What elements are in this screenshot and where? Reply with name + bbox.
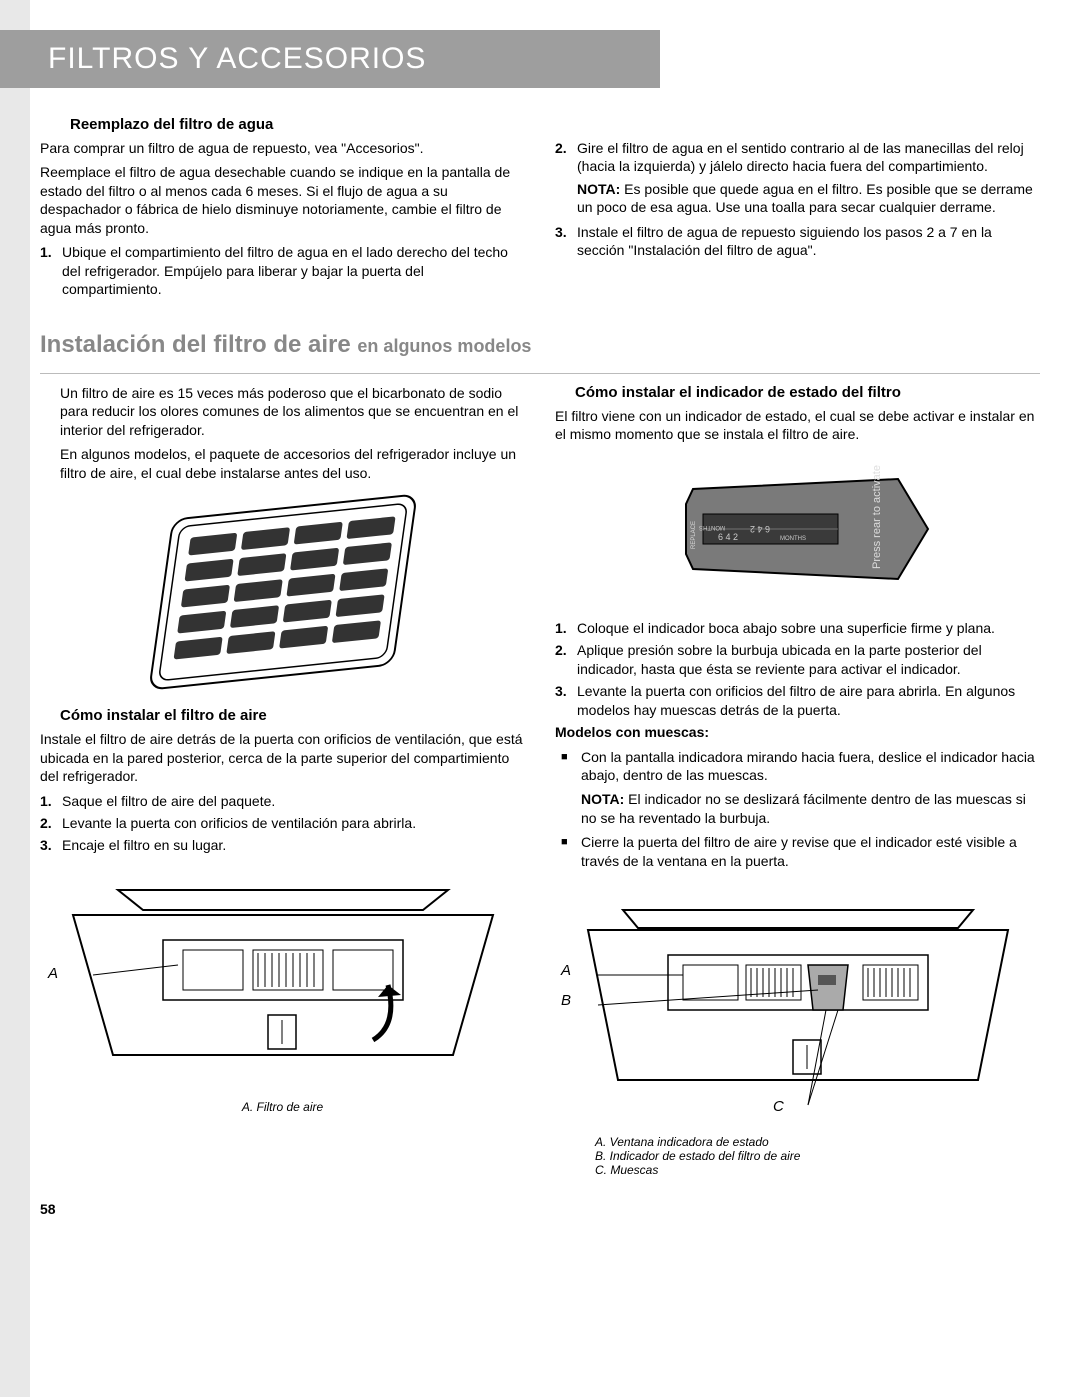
s1-left-p1: Para comprar un filtro de agua de repues… (40, 139, 525, 157)
section-1-right-col: Gire el filtro de agua en el sentido con… (555, 139, 1040, 303)
air-filter-cartridge-icon (143, 492, 423, 692)
section-2-right-col: Cómo instalar el indicador de estado del… (555, 384, 1040, 1178)
status-indicator-figure: 6 4 2 MONTHS 6 4 2 MONTHS REPLACE Press … (555, 454, 1040, 609)
fig2-label-a: A (48, 965, 58, 982)
s2-sub1-list: Saque el filtro de aire del paquete. Lev… (40, 792, 525, 855)
air-filter-install-figure: A (40, 865, 525, 1090)
fig2-caption: A. Filtro de aire (40, 1100, 525, 1114)
s2-sub2-p1: El filtro viene con un indicador de esta… (555, 407, 1040, 444)
page-number: 58 (40, 1201, 1040, 1217)
status-window-figure: A B C (555, 880, 1040, 1125)
s1-step-2: Gire el filtro de agua en el sentido con… (555, 139, 1040, 176)
svg-text:MONTHS: MONTHS (699, 524, 725, 530)
s2-sub2-title: Cómo instalar el indicador de estado del… (575, 384, 1040, 401)
s1-right-list: Gire el filtro de agua en el sentido con… (555, 139, 1040, 176)
status-window-drawing (568, 880, 1028, 1120)
s2-bullet-2: Cierre la puerta del filtro de aire y re… (555, 833, 1040, 870)
svg-text:REPLACE: REPLACE (691, 521, 697, 549)
models-muescas-label: Modelos con muescas: (555, 723, 1040, 741)
page-title-banner: FILTROS Y ACCESORIOS (0, 30, 660, 88)
s2-sub2-list: Coloque el indicador boca abajo sobre un… (555, 619, 1040, 719)
s1-nota: NOTA: Es posible que quede agua en el fi… (555, 180, 1040, 217)
svg-text:Press rear to activate: Press rear to activate (871, 465, 883, 569)
s2-left-p2: En algunos modelos, el paquete de acceso… (60, 445, 525, 482)
s2-sub2-step-1: Coloque el indicador boca abajo sobre un… (555, 619, 1040, 637)
fig3-label-a: A (561, 962, 571, 979)
s1-step-3: Instale el filtro de agua de repuesto si… (555, 223, 1040, 260)
s2-nota: NOTA: El indicador no se deslizará fácil… (581, 790, 1040, 827)
s2-bullet-1: Con la pantalla indicadora mirando hacia… (555, 748, 1040, 785)
fig3-label-c: C (773, 1098, 784, 1115)
s2-left-p1: Un filtro de aire es 15 veces más podero… (60, 384, 525, 439)
section-1-left-col: Para comprar un filtro de agua de repues… (40, 139, 525, 303)
s2-bullets: Con la pantalla indicadora mirando hacia… (555, 748, 1040, 785)
section-2-columns: Un filtro de aire es 15 veces más podero… (40, 384, 1040, 1178)
s1-left-p2: Reemplace el filtro de agua desechable c… (40, 163, 525, 237)
s2-sub1-step-3: Encaje el filtro en su lugar. (40, 836, 525, 854)
section-2-left-col: Un filtro de aire es 15 veces más podero… (40, 384, 525, 1178)
section-2-rule (40, 373, 1040, 374)
s2-sub2-step-3: Levante la puerta con orificios del filt… (555, 682, 1040, 719)
s2-sub1-step-2: Levante la puerta con orificios de venti… (40, 814, 525, 832)
status-indicator-drawing: 6 4 2 MONTHS 6 4 2 MONTHS REPLACE Press … (648, 454, 948, 604)
section-1-title: Reemplazo del filtro de agua (70, 116, 1040, 133)
air-filter-cartridge-figure (40, 492, 525, 697)
section-1-columns: Para comprar un filtro de agua de repues… (40, 139, 1040, 303)
s2-sub1-step-1: Saque el filtro de aire del paquete. (40, 792, 525, 810)
fig3-label-b: B (561, 992, 571, 1009)
fig3-caption: A. Ventana indicadora de estado B. Indic… (555, 1135, 1040, 1177)
s1-step-1: Ubique el compartimiento del filtro de a… (40, 243, 525, 298)
s2-sub1-p1: Instale el filtro de aire detrás de la p… (40, 730, 525, 785)
s2-sub1-title: Cómo instalar el filtro de aire (60, 707, 525, 724)
page-content: FILTROS Y ACCESORIOS Reemplazo del filtr… (0, 0, 1080, 1247)
s1-left-list: Ubique el compartimiento del filtro de a… (40, 243, 525, 298)
s2-bullets-2: Cierre la puerta del filtro de aire y re… (555, 833, 1040, 870)
section-2-heading: Instalación del filtro de aire en alguno… (40, 331, 1040, 359)
s2-sub2-step-2: Aplique presión sobre la burbuja ubicada… (555, 641, 1040, 678)
svg-text:6 4 2: 6 4 2 (749, 524, 769, 534)
svg-text:MONTHS: MONTHS (780, 536, 806, 542)
s1-right-list-2: Instale el filtro de agua de repuesto si… (555, 223, 1040, 260)
air-filter-install-drawing (53, 865, 513, 1085)
svg-text:6 4 2: 6 4 2 (718, 532, 738, 542)
